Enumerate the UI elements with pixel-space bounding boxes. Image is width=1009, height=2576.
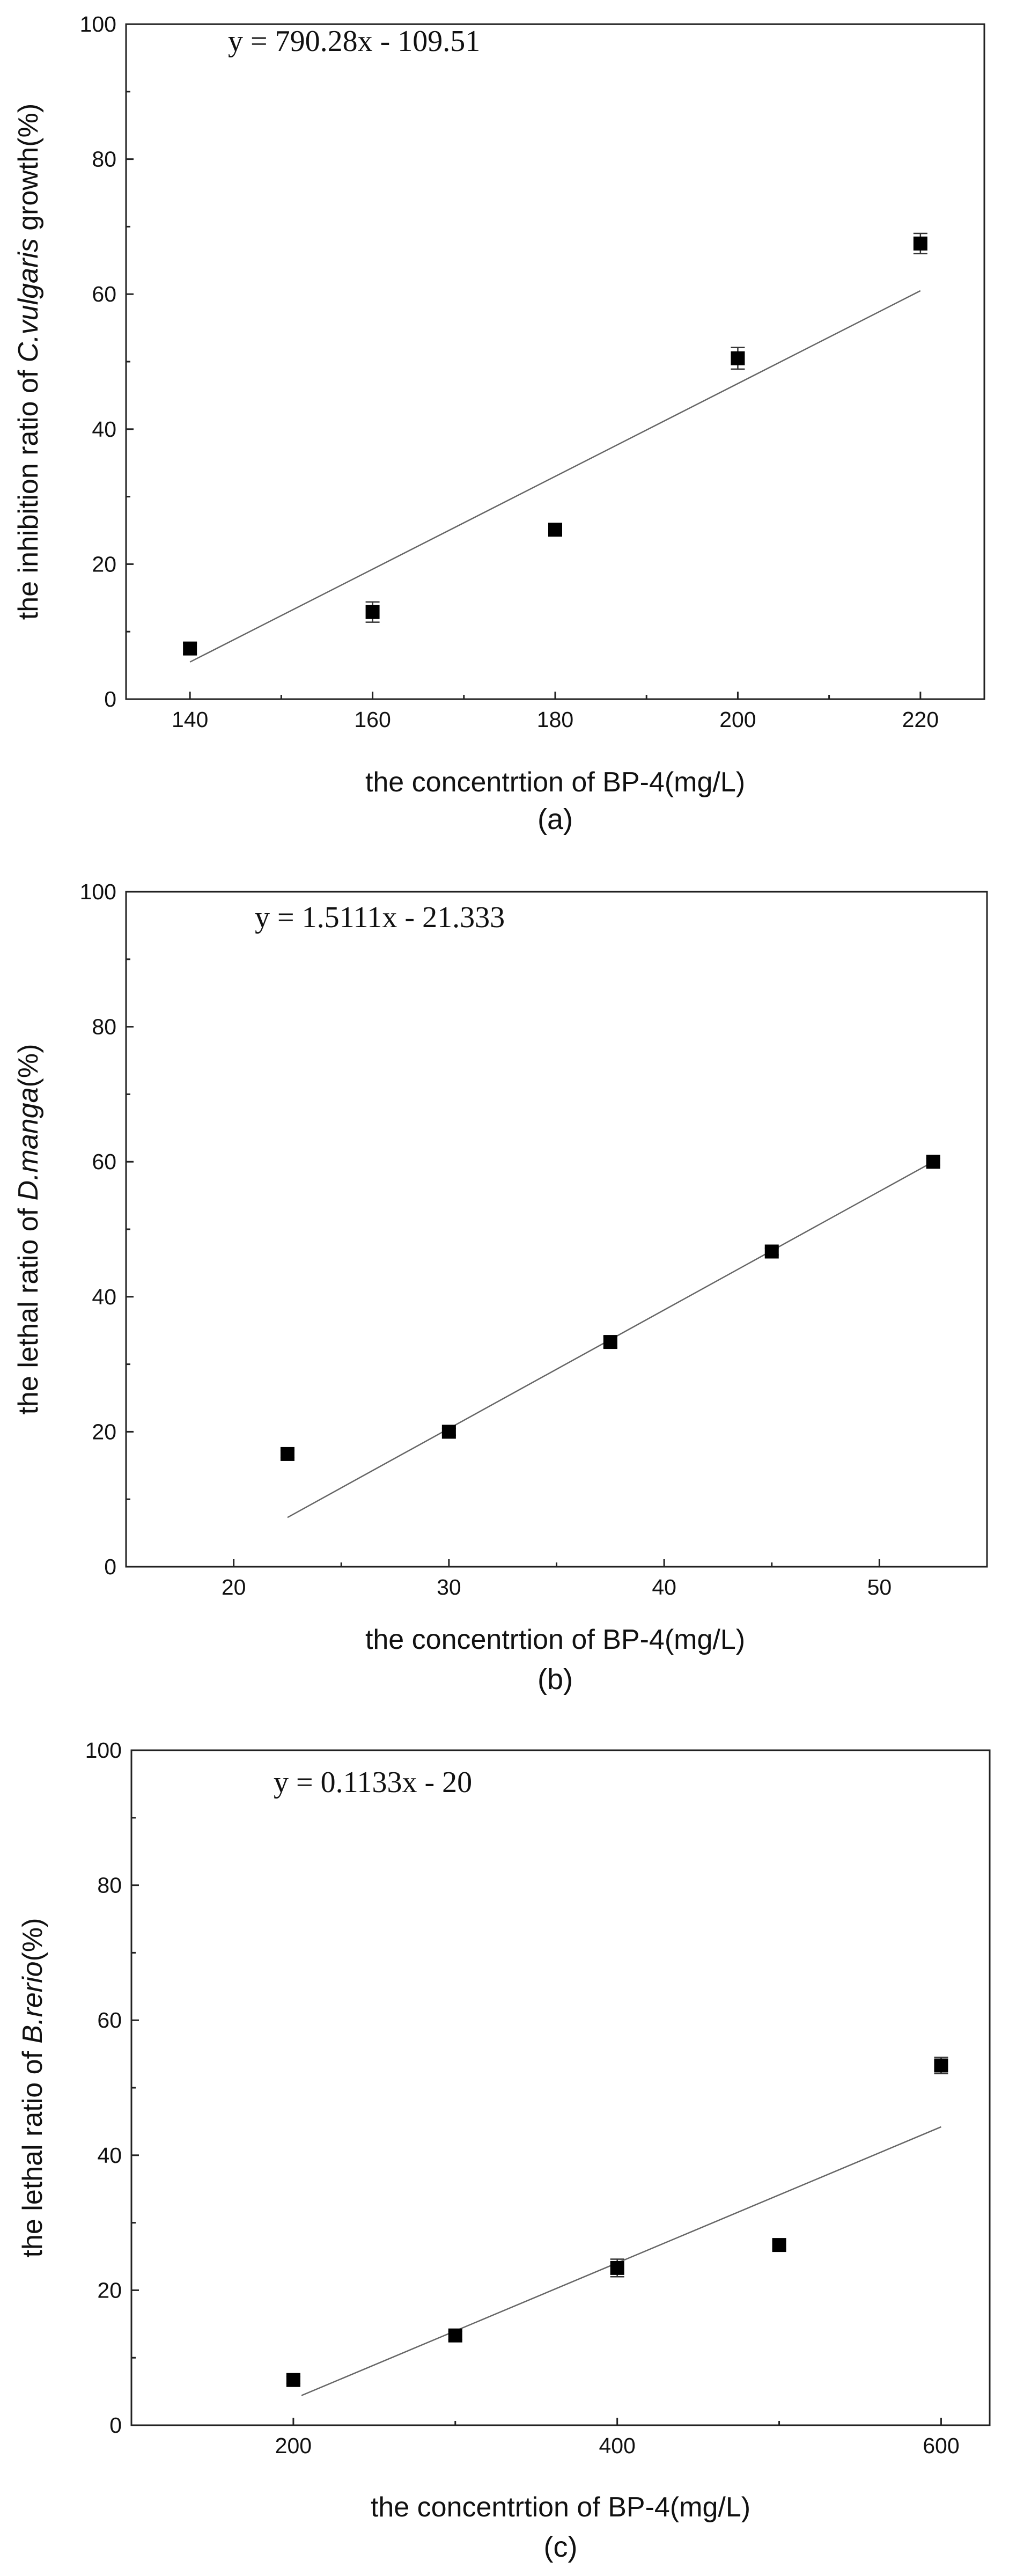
- y-tick-label: 80: [92, 1015, 116, 1039]
- y-axis-ticks: 0 20 40 60 80 100: [80, 12, 134, 711]
- x-tick-label: 600: [923, 2433, 959, 2458]
- data-point: [731, 351, 745, 365]
- y-tick-label: 100: [85, 1738, 122, 1763]
- y-tick-label: 20: [92, 1419, 116, 1444]
- x-axis-ticks: 200 400 600: [130, 2418, 960, 2458]
- data-point: [286, 2373, 300, 2387]
- x-axis-label: the concentrtion of BP-4(mg/L): [365, 1624, 745, 1655]
- data-point: [913, 236, 927, 251]
- data-point: [610, 2261, 624, 2275]
- data-points: [183, 236, 927, 656]
- y-tick-label: 60: [92, 1149, 116, 1174]
- data-point: [280, 1447, 294, 1461]
- x-axis-label: the concentrtion of BP-4(mg/L): [371, 2492, 750, 2523]
- x-axis-ticks: 140 160 180 200 220: [172, 692, 939, 732]
- y-tick-label: 100: [80, 879, 116, 904]
- data-points: [280, 1155, 940, 1461]
- x-tick-label: 400: [599, 2433, 635, 2458]
- regression-line: [189, 290, 921, 663]
- data-point: [441, 1425, 456, 1439]
- chart-panel-b: 0 20 40 60 80 100 20 30 40 50 y = 1.5111x - 21.3…: [13, 879, 988, 1696]
- y-tick-label: 60: [92, 282, 116, 306]
- panel-label: (c): [544, 2531, 578, 2563]
- x-tick-label: 160: [354, 707, 391, 732]
- x-tick-label: 50: [867, 1575, 892, 1599]
- data-point: [926, 1155, 940, 1169]
- x-axis-ticks: 20 30 40 50: [125, 1559, 988, 1599]
- y-tick-label: 0: [109, 2413, 122, 2438]
- panel-label: (a): [537, 803, 573, 835]
- data-point: [365, 605, 380, 619]
- y-tick-label: 100: [80, 12, 116, 36]
- data-point: [183, 641, 197, 656]
- panel-label: (b): [537, 1663, 573, 1696]
- regression-equation: y = 790.28x - 109.51: [228, 25, 480, 58]
- data-point: [764, 1244, 779, 1259]
- y-axis-ticks: 0 20 40 60 80 100: [85, 1738, 139, 2438]
- y-tick-label: 20: [97, 2278, 122, 2302]
- x-tick-label: 40: [652, 1575, 676, 1599]
- x-tick-label: 20: [222, 1575, 246, 1599]
- data-point: [448, 2328, 462, 2343]
- y-tick-label: 40: [92, 1285, 116, 1309]
- regression-equation: y = 0.1133x - 20: [274, 1766, 472, 1799]
- regression-equation: y = 1.5111x - 21.333: [255, 901, 505, 934]
- data-points: [286, 2058, 948, 2387]
- x-tick-label: 200: [719, 707, 756, 732]
- y-tick-label: 80: [92, 147, 116, 172]
- y-tick-label: 60: [97, 2008, 122, 2032]
- y-tick-label: 0: [104, 687, 116, 711]
- data-point: [603, 1335, 617, 1349]
- x-tick-label: 180: [537, 707, 573, 732]
- x-tick-label: 220: [902, 707, 939, 732]
- data-point: [934, 2058, 948, 2073]
- y-axis-label: the inhibition ratio of C.vulgaris growt…: [13, 104, 44, 620]
- x-tick-label: 30: [437, 1575, 461, 1599]
- y-axis-label: the lethal ratio of D.manga(%): [13, 1044, 44, 1415]
- y-tick-label: 40: [97, 2143, 122, 2168]
- y-axis-label: the lethal ratio of B.rerio(%): [17, 1918, 48, 2258]
- y-tick-label: 20: [92, 552, 116, 576]
- x-tick-label: 200: [275, 2433, 312, 2458]
- x-tick-label: 140: [172, 707, 208, 732]
- y-tick-label: 40: [92, 417, 116, 442]
- y-axis-ticks: 0 20 40 60 80 100: [80, 879, 134, 1579]
- data-point: [548, 523, 562, 537]
- data-point: [772, 2238, 786, 2252]
- chart-panel-a: 0 20 40 60 80 100 140 160 180 200 220 y = 790.28x…: [13, 12, 985, 835]
- y-tick-label: 80: [97, 1873, 122, 1898]
- y-tick-label: 0: [104, 1554, 116, 1579]
- x-axis-label: the concentrtion of BP-4(mg/L): [365, 767, 745, 798]
